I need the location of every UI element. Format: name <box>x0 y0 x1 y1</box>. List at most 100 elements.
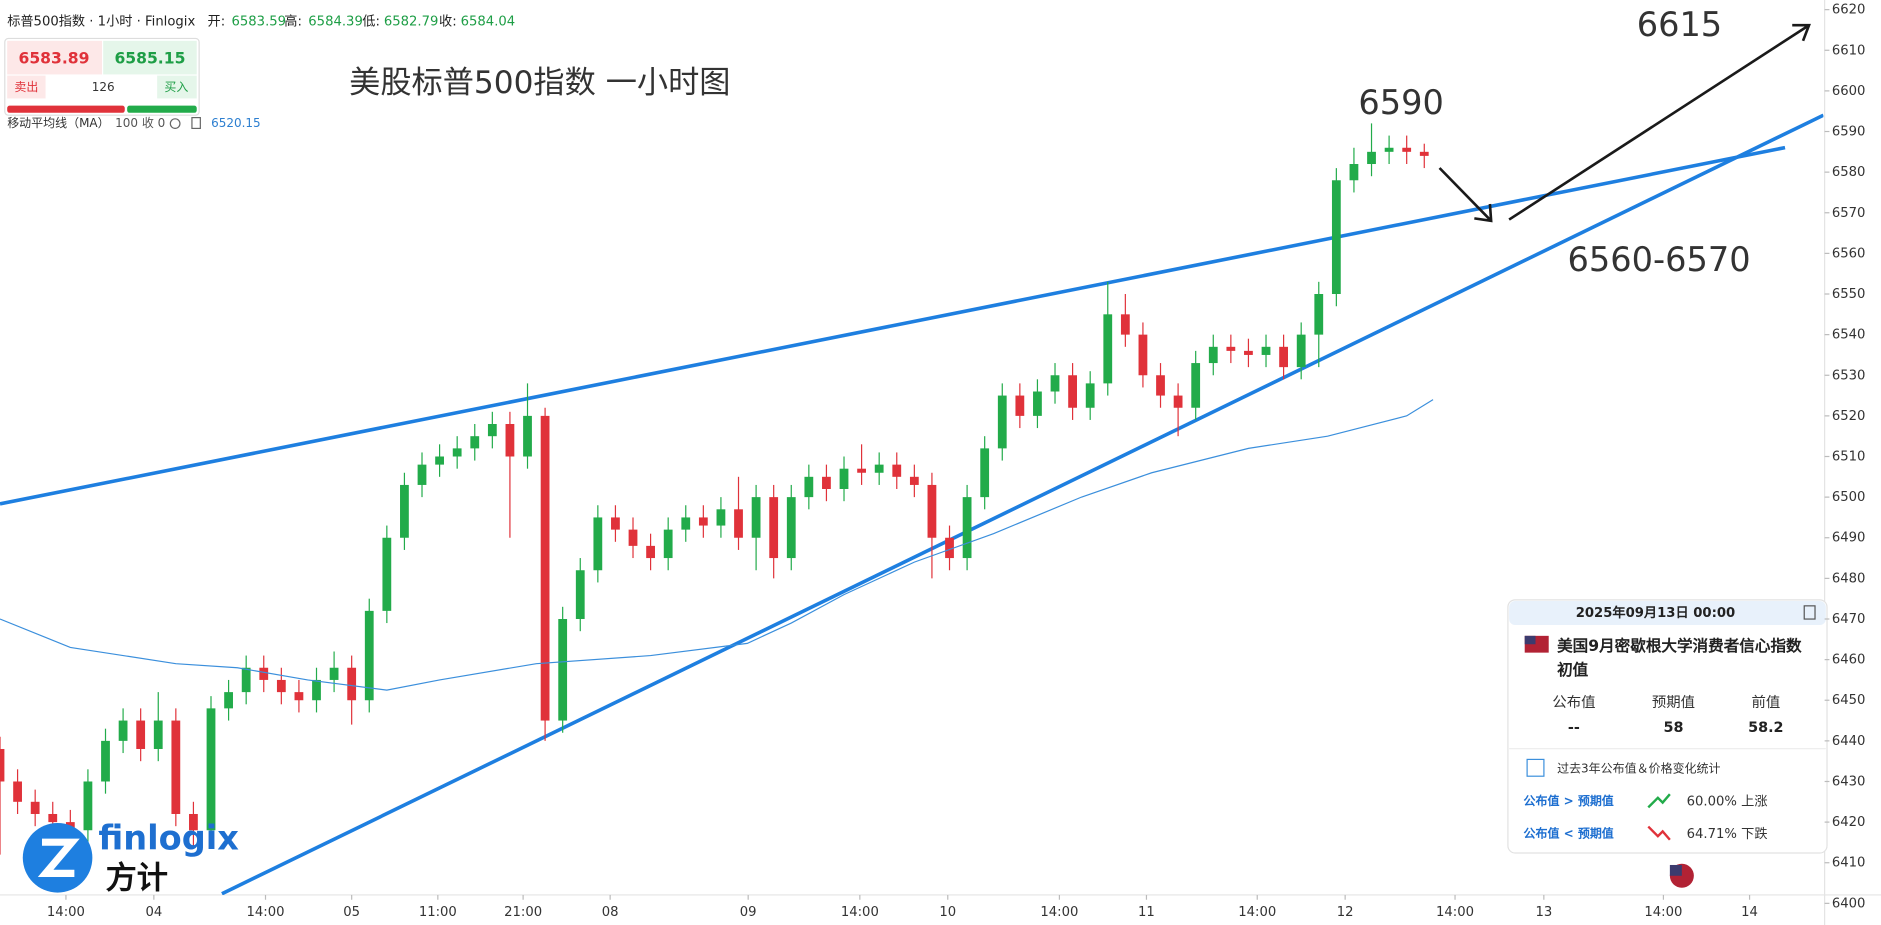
candle-body <box>1314 294 1324 335</box>
y-tick-label: 6550 <box>1832 287 1866 302</box>
candle-body <box>611 517 620 530</box>
candle-body <box>224 692 233 709</box>
ma-line <box>0 399 1434 691</box>
event-title: 初值 <box>1557 660 1589 679</box>
candle-body <box>118 720 128 741</box>
buy-price: 6585.15 <box>114 49 185 67</box>
candle-body <box>505 424 515 457</box>
sell-label: 卖出 <box>14 80 38 94</box>
y-tick-label: 6600 <box>1832 84 1866 99</box>
condition: 公布值 < 预期值 <box>1524 825 1614 840</box>
candle-body <box>786 497 796 559</box>
ohlc-value: 6583.59 <box>232 15 287 30</box>
candle-body <box>909 476 919 485</box>
candle-body <box>241 667 251 693</box>
y-tick-label: 6470 <box>1832 612 1866 627</box>
candle-body <box>523 415 532 457</box>
y-tick-label: 6520 <box>1832 409 1866 424</box>
candle-body <box>962 497 972 559</box>
y-tick-label: 6480 <box>1832 571 1866 586</box>
candle-body <box>857 468 866 473</box>
candle-body <box>153 720 163 749</box>
card-frame <box>1507 599 1828 854</box>
down-icon <box>1647 825 1671 841</box>
candle-body <box>1402 147 1412 152</box>
actual: -- <box>1568 720 1580 736</box>
card-header-bg <box>1509 601 1826 626</box>
previous: 58.2 <box>1748 720 1783 736</box>
copy-icon[interactable] <box>1803 605 1816 620</box>
candle-body <box>927 484 937 538</box>
x-tick-label: 14:00 <box>1040 905 1078 920</box>
candle-body <box>400 484 409 538</box>
y-tick-label: 6450 <box>1832 693 1866 708</box>
candle-body <box>1085 383 1095 408</box>
spread: 126 <box>92 80 115 94</box>
x-tick-label: 11 <box>1138 905 1155 920</box>
y-tick-label: 6620 <box>1832 3 1866 18</box>
delete-icon[interactable] <box>191 117 201 130</box>
arrow-up <box>1508 24 1810 221</box>
ohlc-value: 6584.39 <box>308 15 363 30</box>
candle-body <box>171 720 181 814</box>
candle-body <box>839 468 849 490</box>
candle-body <box>30 801 40 814</box>
x-tick-label: 05 <box>343 905 360 920</box>
y-tick-label: 6490 <box>1832 531 1866 546</box>
candle-body <box>980 448 990 498</box>
annotation: 6615 <box>1637 5 1722 44</box>
candle-body <box>1068 375 1077 408</box>
flag-canton <box>1524 635 1536 645</box>
arrow-down <box>1438 167 1493 222</box>
sell-button[interactable] <box>7 40 102 75</box>
x-tick-label: 14:00 <box>1238 905 1276 920</box>
candle-body <box>681 517 691 530</box>
y-tick-label: 6400 <box>1832 896 1866 911</box>
candle-body <box>1279 346 1288 368</box>
settings-icon[interactable] <box>169 118 181 130</box>
candle-body <box>452 448 462 457</box>
candle-body <box>628 529 638 546</box>
candle-body <box>1419 151 1429 156</box>
annotation: 6560-6570 <box>1568 240 1751 279</box>
symbol: 标普500指数 · 1小时 · Finlogix <box>7 14 195 30</box>
candle-body <box>1208 346 1218 364</box>
candle-body <box>1349 164 1359 181</box>
logo-brand: finlogix <box>98 818 239 857</box>
candle-body <box>1156 375 1165 396</box>
candle-body <box>698 517 708 526</box>
buy-button[interactable] <box>103 40 197 75</box>
candle-body <box>1261 346 1271 355</box>
ohlc-label: 开: <box>208 15 226 30</box>
plot-area <box>0 23 1824 895</box>
candle-body <box>1050 375 1060 392</box>
event-datetime: 2025年09月13日 00:00 <box>1576 604 1736 621</box>
x-tick-label: 14:00 <box>1436 905 1474 920</box>
stats-link[interactable]: 过去3年公布值＆价格变化统计 <box>1557 761 1720 776</box>
logo-brand-cn: 方计 <box>106 860 168 896</box>
candle-body <box>101 740 110 782</box>
candle-body <box>13 781 22 802</box>
x-tick-label: 10 <box>939 905 956 920</box>
y-tick-label: 6420 <box>1832 815 1866 830</box>
result: 64.71% 下跌 <box>1687 826 1768 842</box>
candle-body <box>997 395 1007 449</box>
y-tick-label: 6560 <box>1832 246 1866 261</box>
arrows <box>1438 23 1811 223</box>
event-card: 2025年09月13日 00:00 美国9月密歇根大学消费者信心指数 初值 公布… <box>1507 599 1828 854</box>
candle-body <box>1384 147 1394 152</box>
candle-body <box>822 476 831 490</box>
candle-body <box>206 708 216 831</box>
candle-body <box>1331 180 1341 295</box>
candle-body <box>1367 151 1376 165</box>
forecast: 58 <box>1663 720 1683 736</box>
candle-body <box>470 436 480 449</box>
x-tick-label: 14:00 <box>47 905 85 920</box>
y-tick-label: 6540 <box>1832 328 1866 343</box>
candle-body <box>347 667 357 701</box>
candle-body <box>0 748 5 782</box>
candle-body <box>575 570 585 619</box>
y-tick-label: 6580 <box>1832 165 1866 180</box>
event-title: 美国9月密歇根大学消费者信心指数 <box>1557 636 1802 655</box>
